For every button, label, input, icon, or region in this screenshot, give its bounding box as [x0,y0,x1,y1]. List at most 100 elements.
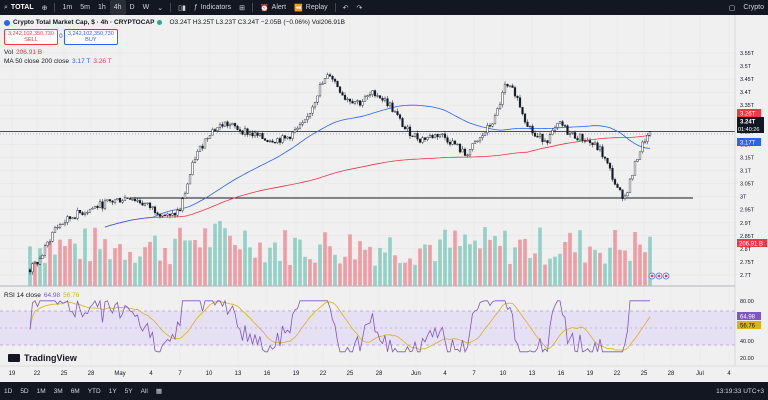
interval-w[interactable]: W [139,0,154,15]
candle-body [283,135,287,139]
chart-pane[interactable]: 3.55T3.5T3.45T3.4T3.35T3.3T3.25T3.2T3.15… [0,15,768,382]
time-axis[interactable]: 19 22 25 28 May 4 7 10 13 16 19 22 25 28 Jun 4 7 10 13 16 19… [9,371,732,377]
candle-body [578,133,582,141]
candle-body [563,125,567,127]
candle-body [446,137,449,143]
interval-5m[interactable]: 5m [76,0,94,15]
candle-body [506,84,509,87]
volume-bar [208,247,212,286]
candle-body [638,151,642,160]
alert-label: Alert [271,4,287,11]
volume-bar [433,261,437,286]
candle-body [51,232,54,242]
range-6m[interactable]: 6M [67,388,84,395]
volume-bar [408,258,412,286]
volume-bar [343,256,347,286]
layout-button[interactable]: ▢ [725,0,740,15]
compare-button[interactable]: ⊕ [38,0,52,15]
volume-bar [288,265,292,286]
time-tick-label: 4 [443,371,447,377]
candle-body [196,151,199,160]
range-1m[interactable]: 1M [33,388,50,395]
volume-bar [453,230,457,286]
plus-icon: ⊕ [41,4,48,12]
candle-body [411,135,414,137]
buy-button[interactable]: 3,242,102,350,730 BUY [63,29,118,45]
countdown-label: 01:40:26 [738,127,759,133]
chart-canvas[interactable]: 3.55T3.5T3.45T3.4T3.35T3.3T3.25T3.2T3.15… [0,15,768,382]
buy-price: 3,242,102,350,730 [67,31,114,37]
volume-bar [523,238,527,286]
candle-body [251,132,254,137]
interval-d[interactable]: D [126,0,139,15]
horizontal-lines[interactable] [0,131,735,199]
chart-type-button[interactable]: ▯▮ [174,0,190,15]
range-ytd[interactable]: YTD [84,388,105,395]
volume-bar [578,230,582,286]
candle-body [258,133,262,136]
candle-body [483,132,487,136]
rsi-legend[interactable]: RSI 14 close 64.98 56.76 [4,291,79,300]
candle-body [146,202,149,204]
sell-button[interactable]: 3,242,102,350,730 SELL [4,29,58,45]
range-1y[interactable]: 1Y [105,388,121,395]
range-5y[interactable]: 5Y [121,388,137,395]
price-tick-label: 3.35T [740,103,755,109]
candle-body [128,198,132,200]
fx-icon: ƒ [193,4,198,11]
volume-bar [428,244,432,286]
volume-bar [323,232,327,286]
volume-bar [378,247,382,286]
range-label: YTD [87,387,101,395]
tradingview-logo[interactable]: TradingView [8,353,78,363]
volume-bar [178,227,182,286]
divider [334,3,336,12]
candle-body [633,161,637,176]
chevron-down-icon: ⌄ [157,4,164,12]
ma-200-value: 3.26 T [93,58,112,65]
range-label: 6M [70,387,80,395]
price-tick-label: 2.85T [740,234,755,240]
volume-bar [423,244,427,286]
rsi-band [0,311,735,345]
volume-bar [508,263,512,286]
watchlist-name[interactable]: Crypto [739,0,768,15]
range-1d[interactable]: 1D [0,388,16,395]
range-all[interactable]: All [137,388,152,395]
range-5d[interactable]: 5D [16,388,32,395]
time-tick-label: 19 [9,371,16,377]
templates-button[interactable]: ⊞ [235,0,249,15]
candle-body [66,216,69,223]
symbol-search-button[interactable]: ⌕ TOTAL [0,0,38,15]
symbol-title[interactable]: Crypto Total Market Cap, $ · 4h · CRYPTO… [13,19,155,26]
candle-body [76,210,79,219]
volume-legend[interactable]: Vol 206.91 B [4,48,345,57]
volume-bar [603,263,607,286]
candle-body [71,217,74,219]
event-markers[interactable] [648,272,670,280]
volume-title: Vol [4,49,14,56]
candles-icon: ▯▮ [178,4,186,12]
ma-legend[interactable]: MA 50 close 200 close 3.17 T 3.26 T [4,57,345,66]
interval-4h[interactable]: 4h [109,0,126,15]
redo-button[interactable]: ↷ [352,0,366,15]
volume-bar [28,246,32,286]
date-range-button[interactable]: ▦ [152,387,166,395]
indicators-button[interactable]: ƒ Indicators [190,0,235,15]
volume-bar [513,247,517,286]
divider [251,3,253,12]
candle-body [61,223,64,225]
range-3m[interactable]: 3M [50,388,67,395]
symbol-label: TOTAL [10,4,34,11]
interval-dropdown[interactable]: ⌄ [153,0,167,15]
interval-1h[interactable]: 1h [94,0,110,15]
volume-bar [318,244,322,286]
volume-bar [188,240,192,286]
interval-1m[interactable]: 1m [58,0,76,15]
time-tick-label: 7 [472,371,476,377]
candle-body [308,112,312,117]
alert-button[interactable]: ⏰ Alert [256,0,290,15]
clock-timezone[interactable]: 13:19:33 UTC+3 [716,387,764,395]
replay-button[interactable]: ⏪ Replay [290,0,332,15]
undo-button[interactable]: ↶ [339,0,353,15]
